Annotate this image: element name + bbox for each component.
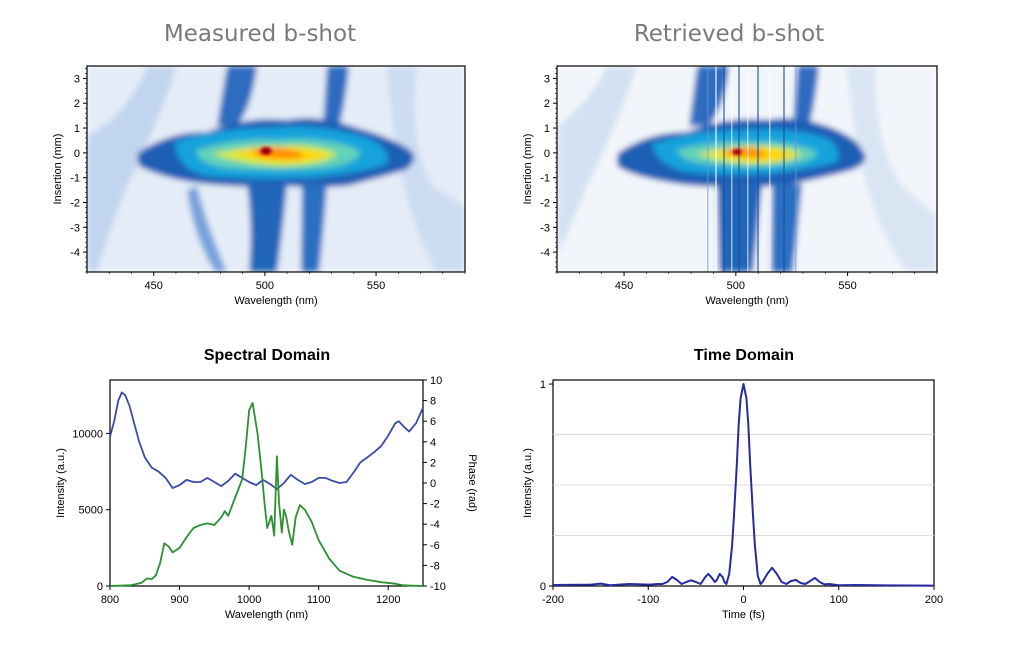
pulse-series-line [552,383,935,587]
x-tick-label: 1000 [237,594,261,606]
x-tick-label: 800 [101,594,119,606]
x-tick-label: 450 [615,280,633,292]
y-axis-label: Insertion (mm) [52,134,64,205]
y-tick-label: -2 [540,198,550,210]
y-axis-label: Intensity (a.u.) [522,448,534,518]
y-tick-label: -1 [540,173,550,185]
y-tick-label: 2 [544,98,550,110]
y-axis-label: Intensity (a.u.) [55,448,67,518]
y-tick-label: -1 [70,173,80,185]
x-axis-label: Wavelength (nm) [225,609,308,621]
y2-tick-label: 0 [430,478,436,490]
y2-tick-label: 8 [430,396,436,408]
x-tick-label: 1200 [376,594,400,606]
y-tick-label: 1 [540,379,546,391]
y-tick-label: -4 [70,247,80,259]
y-tick-label: 3 [74,73,80,85]
y2-tick-label: 4 [430,437,436,449]
x-tick-label: 1100 [307,594,331,606]
x-tick-label: 500 [256,280,274,292]
y2-tick-label: 6 [430,416,436,428]
y2-tick-label: 2 [430,457,436,469]
title-time: Time Domain [694,347,794,364]
x-tick-label: 0 [740,594,746,606]
y-tick-label: 0 [74,148,80,160]
x-tick-label: 500 [727,280,745,292]
y2-tick-label: -2 [430,499,440,511]
y-tick-label: 1 [544,123,550,135]
x-axis-label: Wavelength (nm) [705,295,788,307]
x-tick-label: 550 [367,280,385,292]
y-tick-label: 0 [544,148,550,160]
phase-series-line [109,391,424,491]
y-tick-label: -3 [70,222,80,234]
x-tick-label: 200 [925,594,943,606]
y2-tick-label: -8 [430,560,440,572]
title-measured: Measured b-shot [164,21,356,47]
intensity-series-line [109,402,424,587]
y2-axis-label: Phase (rad) [466,454,478,511]
title-retrieved: Retrieved b-shot [634,21,824,47]
y2-tick-label: -4 [430,519,440,531]
title-spectral: Spectral Domain [204,347,330,364]
y-tick-label: 1 [74,123,80,135]
heatmap-measured [87,66,465,272]
x-tick-label: -100 [637,594,659,606]
panel-time: Time Domain [552,347,935,587]
panel-spectral: Spectral Domain [109,347,424,587]
x-tick-label: 550 [838,280,856,292]
heatmap-retrieved [557,66,937,272]
y2-tick-label: -6 [430,540,440,552]
x-axis-label: Time (fs) [722,609,765,621]
y-tick-label: 0 [540,581,546,593]
y-tick-label: 10000 [72,428,103,440]
panel-measured: Measured b-shot [86,21,466,273]
y-tick-label: 3 [544,73,550,85]
y-tick-label: -3 [540,222,550,234]
y-axis-label: Insertion (mm) [522,134,534,205]
y-tick-label: -4 [540,247,550,259]
y2-tick-label: -10 [430,581,446,593]
y-tick-label: 2 [74,98,80,110]
panel-retrieved: Retrieved b-shot [556,21,938,273]
y-tick-label: 0 [97,581,103,593]
x-axis-label: Wavelength (nm) [234,295,317,307]
y2-tick-label: 10 [430,375,442,387]
y-tick-label: -2 [70,198,80,210]
x-tick-label: -200 [542,594,564,606]
y-tick-label: 5000 [79,505,103,517]
x-tick-label: 100 [830,594,848,606]
x-tick-label: 450 [145,280,163,292]
x-tick-label: 900 [170,594,188,606]
